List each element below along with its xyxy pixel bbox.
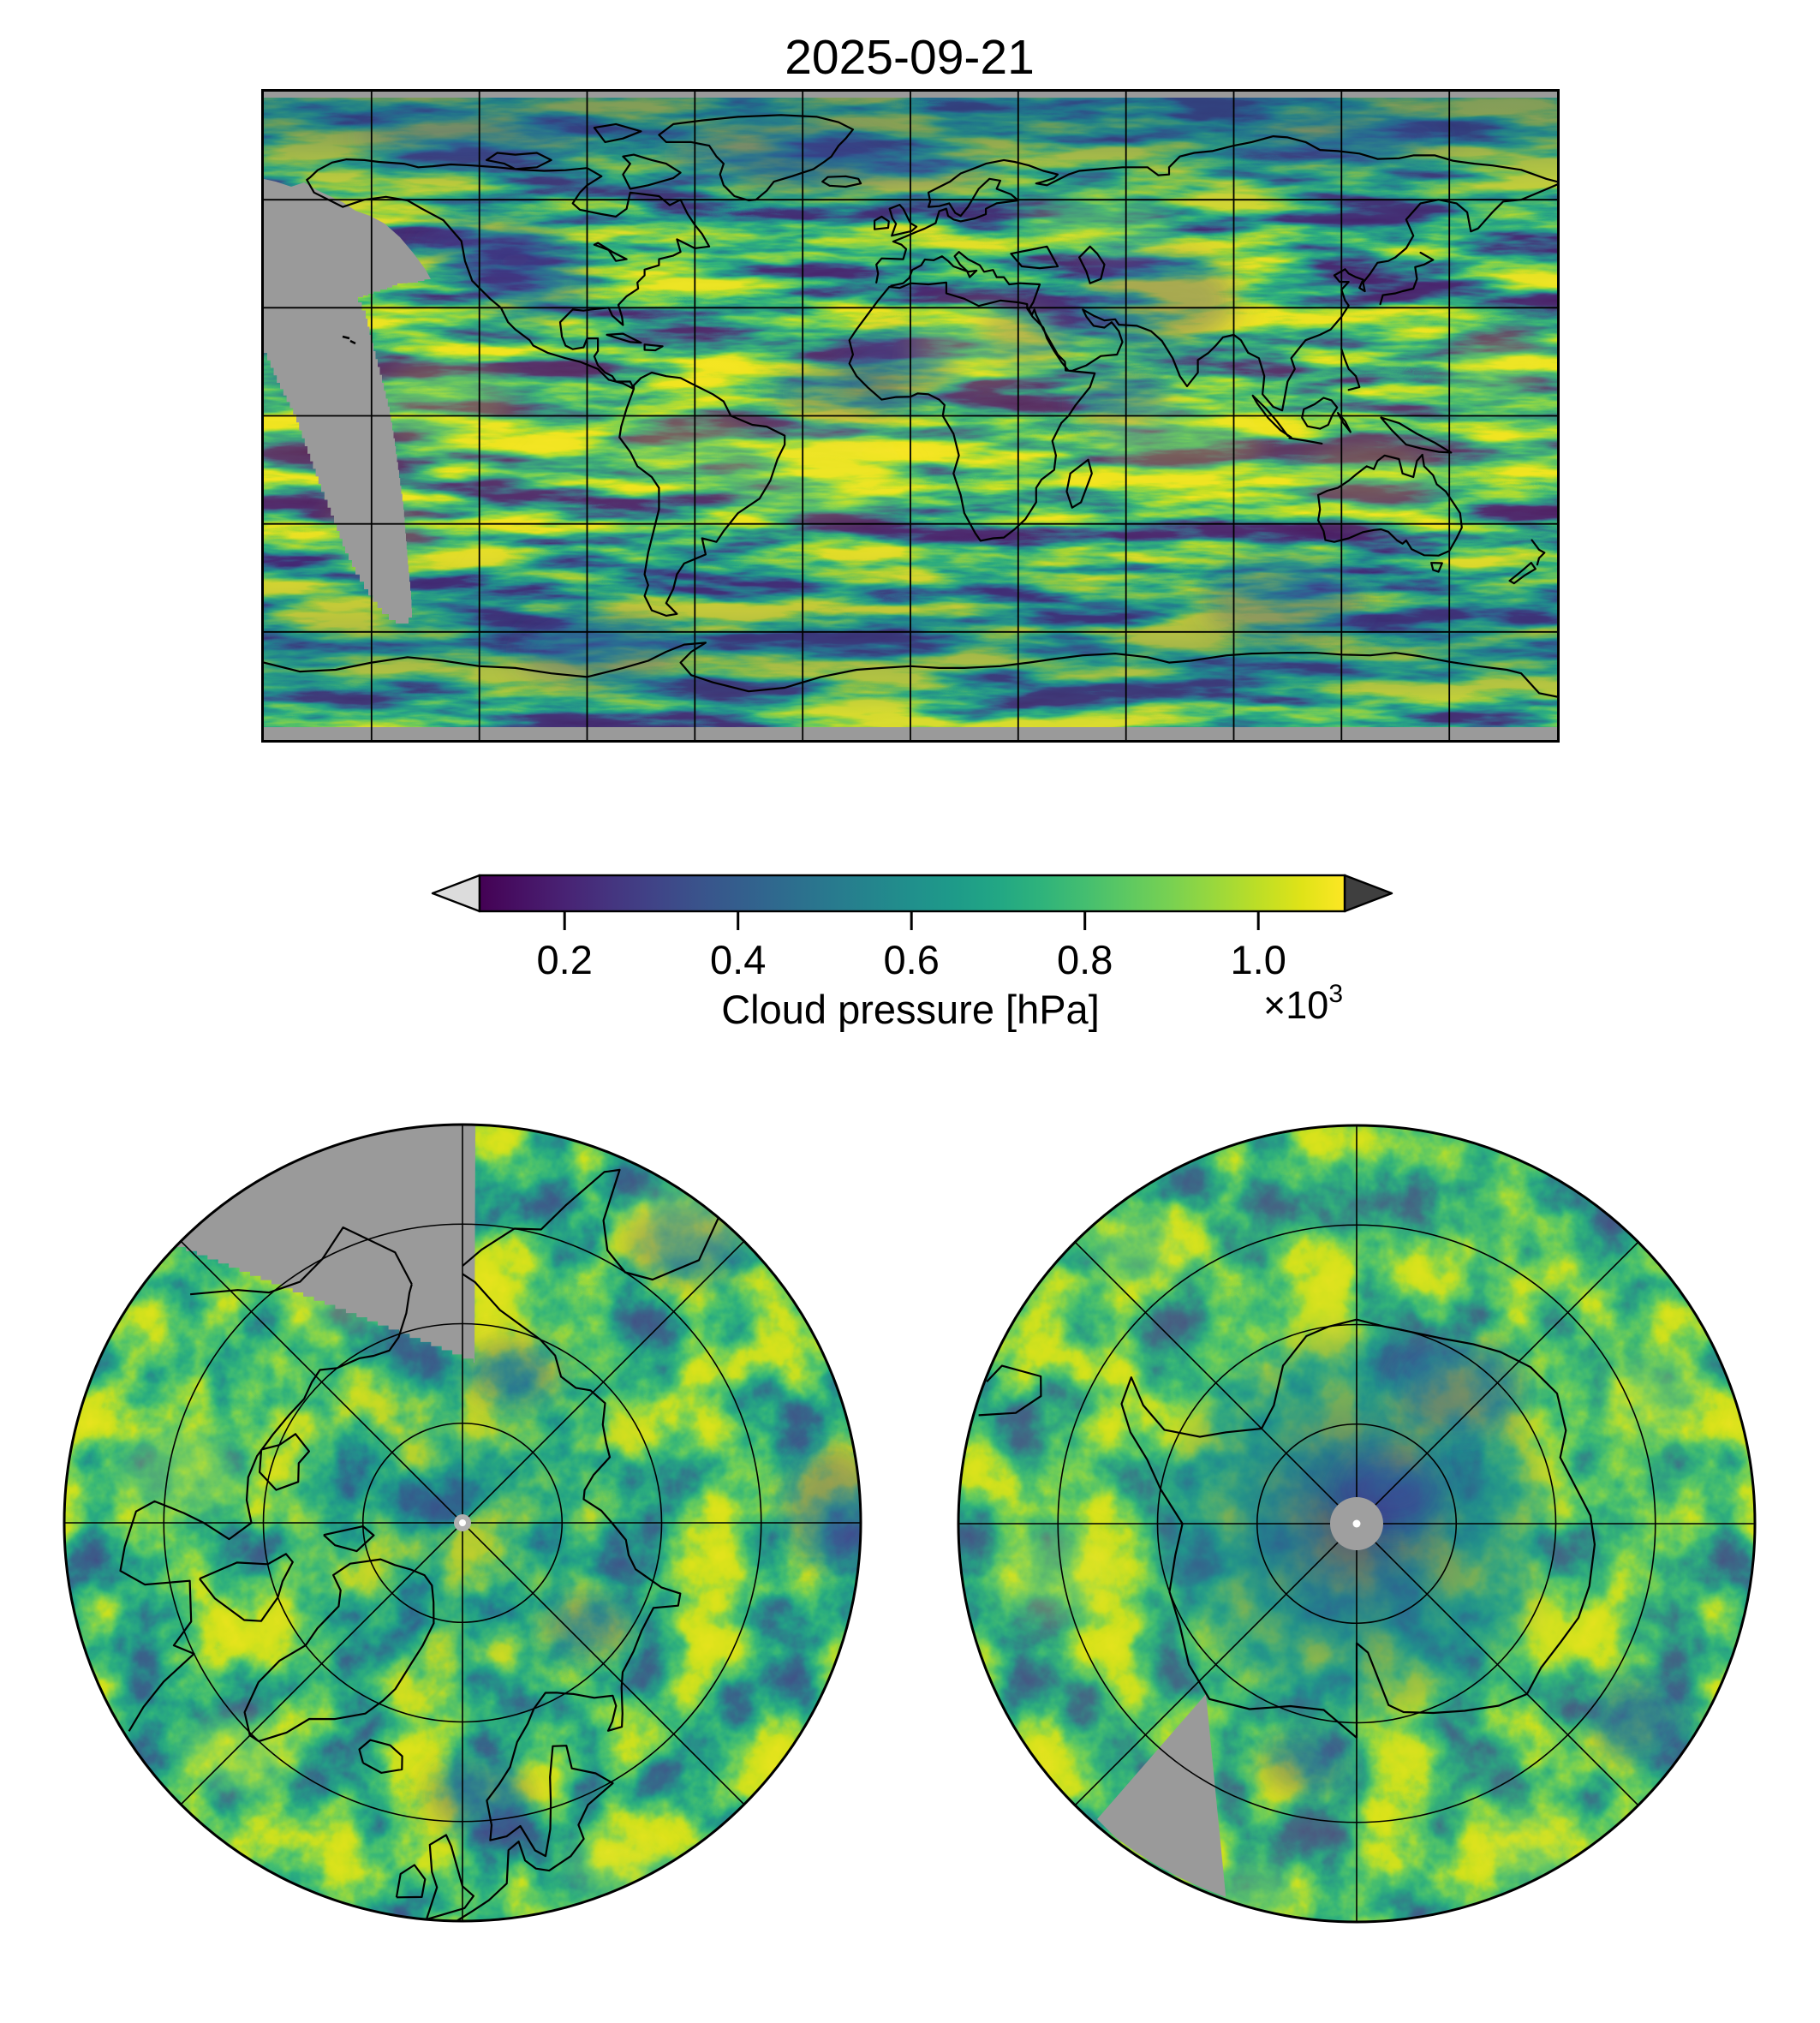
svg-text:1.0: 1.0	[1231, 937, 1286, 982]
svg-text:0.6: 0.6	[884, 937, 940, 982]
svg-text:0.2: 0.2	[537, 937, 593, 982]
svg-text:×103: ×103	[1263, 980, 1343, 1027]
svg-text:0.8: 0.8	[1057, 937, 1113, 982]
svg-text:Cloud pressure [hPa]: Cloud pressure [hPa]	[721, 987, 1100, 1032]
svg-text:2025-09-21: 2025-09-21	[785, 30, 1035, 85]
svg-text:0.4: 0.4	[710, 937, 766, 982]
